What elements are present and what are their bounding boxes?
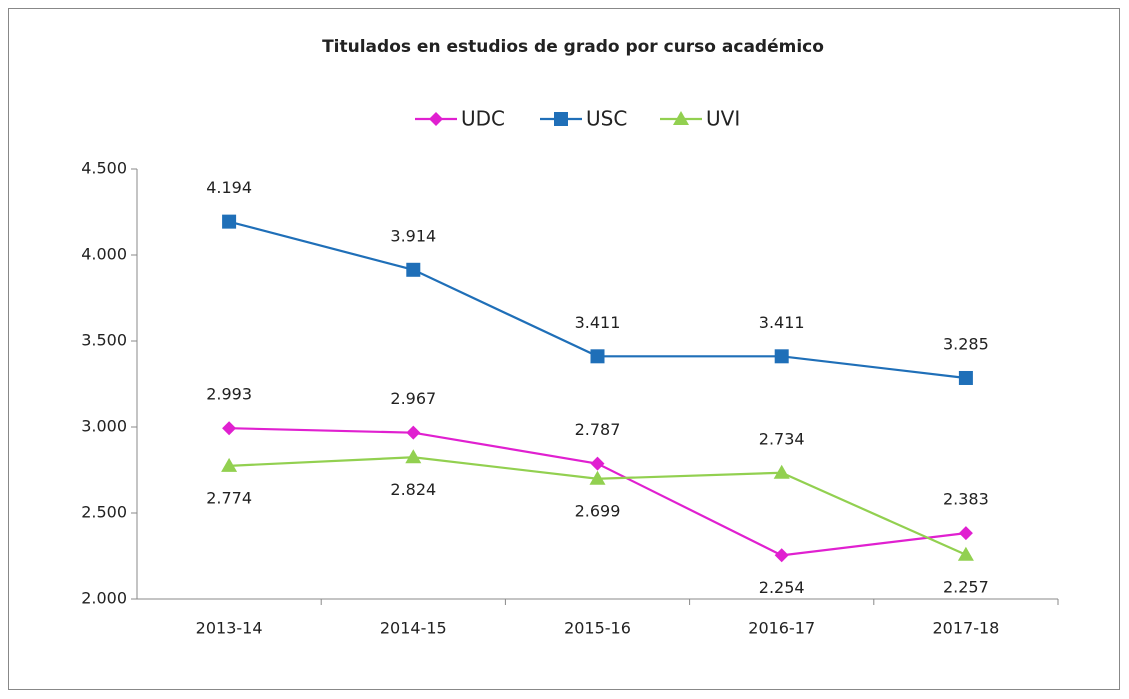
legend-marker xyxy=(554,112,568,126)
data-label: 3.411 xyxy=(575,313,621,332)
marker xyxy=(406,262,421,277)
marker xyxy=(221,457,238,472)
x-tick-label: 2016-17 xyxy=(748,619,815,638)
x-tick-label: 2013-14 xyxy=(196,619,263,638)
chart-title: Titulados en estudios de grado por curso… xyxy=(322,37,824,57)
y-tick-label: 2.000 xyxy=(81,589,127,608)
y-tick-label: 4.500 xyxy=(81,159,127,178)
marker xyxy=(957,546,974,561)
y-tick-label: 4.000 xyxy=(81,245,127,264)
x-tick-label: 2017-18 xyxy=(932,619,999,638)
data-label: 2.257 xyxy=(943,577,989,596)
data-label: 3.411 xyxy=(759,313,805,332)
data-label: 2.699 xyxy=(575,501,621,520)
marker xyxy=(590,456,605,471)
data-label: 2.967 xyxy=(390,389,436,408)
marker xyxy=(958,370,973,385)
marker xyxy=(774,349,789,364)
marker xyxy=(406,425,421,440)
data-label: 2.787 xyxy=(575,420,621,439)
marker xyxy=(590,349,605,364)
marker xyxy=(222,421,237,436)
data-label: 2.383 xyxy=(943,490,989,509)
data-label: 2.254 xyxy=(759,578,805,597)
data-label: 2.774 xyxy=(206,488,252,507)
marker xyxy=(405,449,422,464)
legend-label: USC xyxy=(586,107,627,131)
marker xyxy=(222,214,237,229)
marker xyxy=(773,464,790,479)
legend-marker xyxy=(673,111,689,125)
x-tick-label: 2014-15 xyxy=(380,619,447,638)
marker xyxy=(589,470,606,485)
y-tick-label: 3.500 xyxy=(81,331,127,350)
data-label: 3.285 xyxy=(943,334,989,353)
data-label: 4.194 xyxy=(206,178,252,197)
legend-label: UDC xyxy=(461,107,505,131)
legend-label: UVI xyxy=(706,107,740,131)
data-label: 3.914 xyxy=(390,226,436,245)
y-tick-label: 2.500 xyxy=(81,503,127,522)
data-label: 2.993 xyxy=(206,385,252,404)
marker xyxy=(774,548,789,563)
legend-marker xyxy=(429,112,443,126)
y-tick-label: 3.000 xyxy=(81,417,127,436)
data-label: 2.734 xyxy=(759,429,805,448)
data-label: 2.824 xyxy=(390,480,436,499)
x-tick-label: 2015-16 xyxy=(564,619,631,638)
marker xyxy=(958,526,973,541)
